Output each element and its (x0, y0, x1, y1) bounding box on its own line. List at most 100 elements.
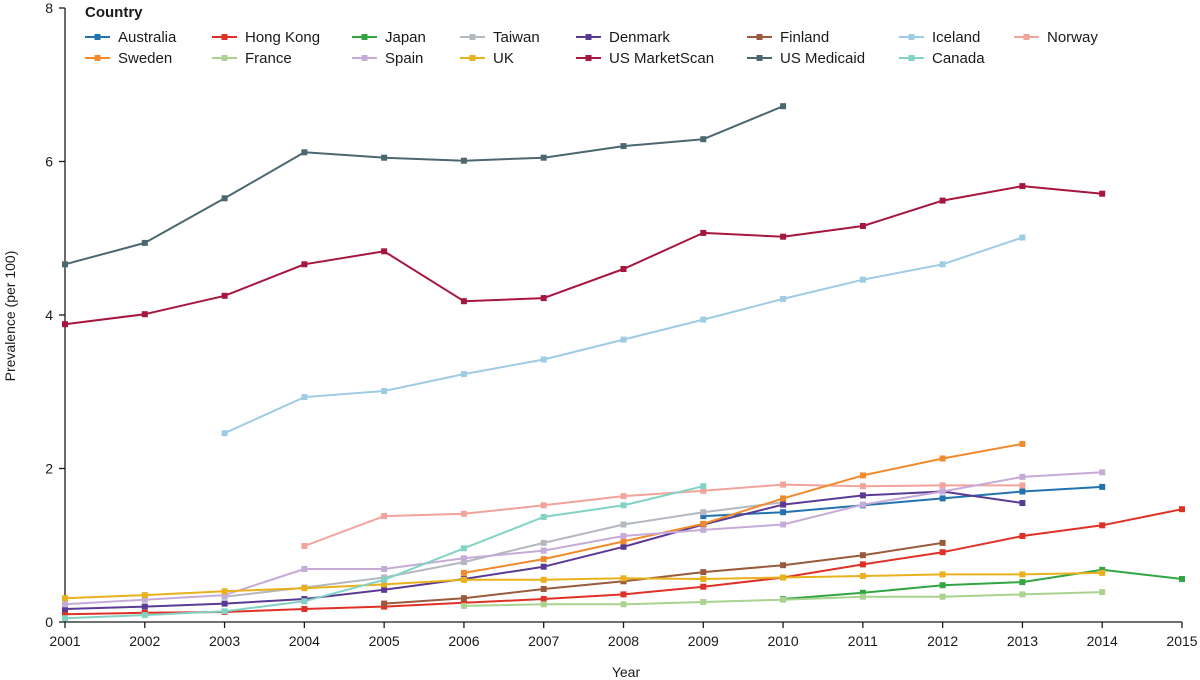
legend-label: Sweden (118, 50, 172, 67)
x-axis-title: Year (612, 664, 641, 680)
data-point-us-marketscan-2005 (381, 248, 388, 255)
y-tick-label: 6 (45, 154, 53, 170)
data-point-taiwan-2007 (540, 539, 547, 546)
data-point-us-medicaid-2005 (381, 154, 388, 161)
legend-label: Hong Kong (245, 29, 320, 46)
series-canada (62, 483, 707, 622)
data-point-us-marketscan-2001 (62, 321, 68, 328)
y-axis-ticks: 0 2 4 6 8 (45, 0, 65, 630)
legend-swatch-marker (94, 34, 101, 40)
data-point-canada-2004 (301, 598, 308, 605)
data-point-us-marketscan-2012 (939, 197, 946, 204)
x-tick-label: 2015 (1166, 633, 1197, 649)
series-france (460, 589, 1106, 609)
legend-item-spain: Spain (352, 50, 423, 67)
data-point-us-medicaid-2002 (141, 239, 148, 246)
data-point-us-marketscan-2009 (700, 229, 707, 236)
data-point-sweden-2010 (780, 495, 787, 502)
legend-swatch-marker (469, 34, 476, 40)
data-point-hong-kong-2004 (301, 606, 308, 612)
data-point-us-marketscan-2006 (460, 298, 467, 305)
legend-swatch-marker (221, 55, 228, 61)
data-point-spain-2013 (1019, 473, 1026, 480)
data-point-finland-2007 (540, 586, 547, 592)
data-point-denmark-2005 (381, 586, 388, 593)
legend-item-canada: Canada (899, 50, 985, 67)
legend-label: US MarketScan (609, 50, 714, 67)
legend-swatch-marker (221, 34, 228, 40)
x-tick-label: 2002 (129, 633, 160, 649)
y-tick-label: 0 (45, 614, 53, 630)
x-tick-label: 2005 (369, 633, 400, 649)
data-point-iceland-2004 (301, 394, 308, 401)
data-point-australia-2009 (700, 513, 707, 520)
legend-swatch-marker (585, 55, 592, 61)
data-point-us-medicaid-2008 (620, 143, 627, 150)
series-line-uk (64, 571, 1104, 600)
legend-label: UK (493, 50, 514, 67)
data-point-uk-2007 (540, 576, 547, 583)
series-line-taiwan (223, 501, 785, 598)
data-point-spain-2009 (700, 526, 707, 533)
data-point-uk-2014 (1099, 569, 1106, 576)
data-point-sweden-2012 (939, 455, 946, 462)
legend-label: Iceland (932, 29, 980, 46)
data-point-france-2009 (700, 599, 707, 605)
legend-item-denmark: Denmark (576, 29, 670, 46)
data-point-taiwan-2008 (620, 521, 627, 528)
x-tick-label: 2006 (448, 633, 479, 649)
data-point-spain-2008 (620, 533, 627, 539)
data-point-finland-2010 (780, 562, 787, 569)
x-tick-label: 2007 (528, 633, 559, 649)
series-sweden (460, 440, 1026, 576)
series-line-sweden (462, 442, 1024, 574)
data-point-canada-2001 (62, 615, 68, 622)
legend-item-finland: Finland (747, 29, 829, 46)
data-point-us-marketscan-2003 (221, 292, 228, 299)
data-point-norway-2004 (301, 543, 308, 549)
data-point-spain-2007 (540, 547, 547, 554)
data-point-iceland-2003 (221, 430, 228, 437)
data-point-denmark-2013 (1019, 500, 1026, 506)
data-point-spain-2012 (939, 488, 946, 495)
data-point-denmark-2002 (141, 603, 148, 610)
data-point-france-2013 (1019, 591, 1026, 598)
data-point-iceland-2005 (381, 388, 388, 394)
data-point-france-2012 (939, 593, 946, 600)
data-point-denmark-2007 (540, 563, 547, 570)
data-point-uk-2013 (1019, 571, 1026, 578)
data-point-hong-kong-2006 (460, 599, 467, 606)
data-point-iceland-2008 (620, 336, 627, 343)
data-point-taiwan-2006 (460, 559, 467, 566)
series-us-medicaid (62, 103, 787, 268)
data-point-hong-kong-2013 (1019, 533, 1026, 539)
legend-label: Japan (385, 29, 426, 46)
data-point-iceland-2011 (859, 276, 866, 283)
data-point-denmark-2001 (62, 606, 68, 612)
data-point-norway-2013 (1019, 482, 1026, 489)
x-tick-label: 2004 (289, 633, 320, 649)
legend-item-hong-kong: Hong Kong (212, 29, 320, 46)
x-tick-label: 2012 (927, 633, 958, 649)
data-point-uk-2009 (700, 576, 707, 582)
data-point-spain-2005 (381, 566, 388, 572)
legend-label: France (245, 50, 292, 67)
series-line-us-medicaid (64, 105, 785, 266)
data-point-norway-2010 (780, 481, 787, 488)
series-spain (62, 469, 1106, 608)
legend-label: Australia (118, 29, 177, 46)
data-point-finland-2011 (859, 552, 866, 559)
x-tick-label: 2014 (1087, 633, 1118, 649)
data-point-hong-kong-2007 (540, 596, 547, 602)
data-point-australia-2010 (780, 509, 787, 516)
data-point-iceland-2012 (939, 261, 946, 268)
series-line-finland (383, 541, 944, 605)
data-point-us-medicaid-2010 (780, 103, 787, 110)
y-axis-title: Prevalence (per 100) (2, 251, 18, 382)
series-line-norway (303, 483, 1024, 547)
data-point-us-marketscan-2002 (141, 311, 148, 318)
data-point-us-marketscan-2013 (1019, 183, 1026, 190)
data-point-sweden-2008 (620, 538, 627, 545)
legend-swatch-marker (756, 55, 763, 61)
